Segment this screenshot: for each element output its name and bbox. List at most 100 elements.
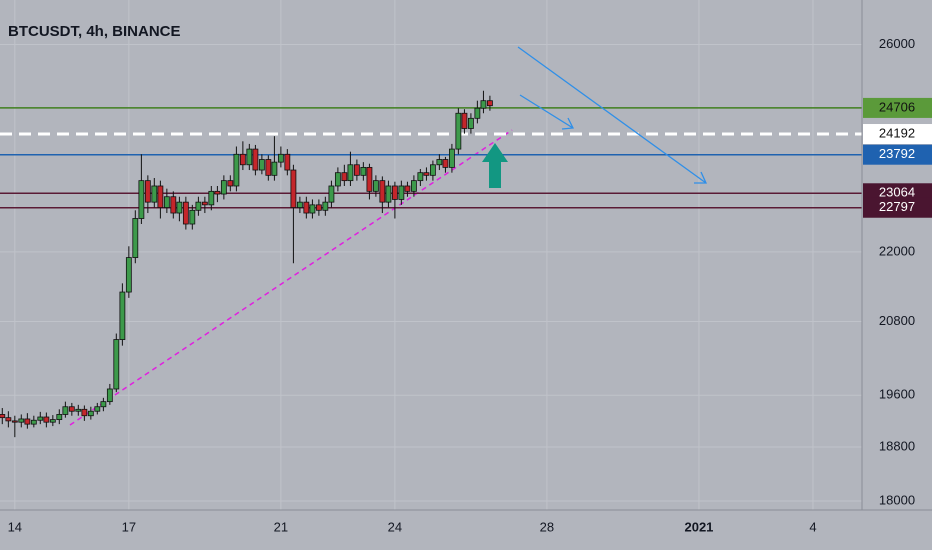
candle-body <box>455 112 462 150</box>
candle-body <box>449 148 455 168</box>
candle-body <box>372 180 379 192</box>
up-arrow <box>482 143 508 188</box>
candle-body <box>113 339 120 390</box>
candle-body <box>0 414 6 419</box>
level-label-box <box>863 97 932 118</box>
candle-body <box>195 201 202 211</box>
x-tick-label: 14 <box>8 519 22 534</box>
candle-body <box>334 172 341 187</box>
arrow-head <box>694 171 708 184</box>
candle-body <box>132 218 139 258</box>
candle-body <box>353 164 360 176</box>
candle-body <box>246 148 253 166</box>
candle-body <box>410 180 417 192</box>
candle-body <box>5 417 12 422</box>
arrow-line <box>519 94 574 129</box>
level-label: 23064 <box>879 185 915 200</box>
y-tick-label: 18800 <box>879 438 915 453</box>
candle-body <box>75 408 82 412</box>
candle-body <box>391 185 398 200</box>
candle-body <box>208 190 215 206</box>
candle-body <box>328 185 335 203</box>
candle-body <box>239 153 246 166</box>
candle-body <box>81 408 88 417</box>
candle-body <box>62 406 69 415</box>
candle-body <box>87 410 94 417</box>
candle-body <box>398 185 405 200</box>
candle-body <box>157 185 164 208</box>
candle-body <box>144 180 151 203</box>
candle-body <box>94 406 101 412</box>
candle-body <box>233 153 240 187</box>
candle-body <box>474 107 481 119</box>
candle-body <box>322 201 329 211</box>
x-tick-label: 21 <box>274 519 288 534</box>
level-label-box <box>863 197 932 218</box>
x-tick-label: 17 <box>122 519 136 534</box>
candle-body <box>125 257 132 293</box>
y-tick-label: 18000 <box>879 492 915 507</box>
candle-body <box>379 180 386 203</box>
candle-body <box>309 204 316 214</box>
candle-body <box>265 159 272 176</box>
candle-body <box>341 172 348 182</box>
level-label: 22797 <box>879 199 915 214</box>
x-tick-label: 28 <box>540 519 554 534</box>
y-tick-label: 20800 <box>879 313 915 328</box>
candle-body <box>49 419 56 423</box>
level-label-box <box>863 124 932 145</box>
candle-body <box>442 159 449 168</box>
trend-line <box>69 129 513 426</box>
candle-body <box>271 161 278 176</box>
candle-body <box>30 419 37 425</box>
y-tick-label: 26000 <box>879 36 915 51</box>
candle-body <box>11 420 18 423</box>
candle-body <box>68 406 75 412</box>
candle-body <box>258 159 265 171</box>
candle-body <box>303 201 310 214</box>
candle-body <box>163 196 170 208</box>
candle-body <box>360 166 367 176</box>
candle-body <box>315 204 322 211</box>
candle-body <box>18 418 25 423</box>
candle-body <box>182 201 189 225</box>
candle-body <box>220 180 227 195</box>
candle-body <box>170 196 177 214</box>
level-label-box <box>863 144 932 165</box>
chart-title: BTCUSDT, 4h, BINANCE <box>8 23 181 40</box>
level-label: 24706 <box>879 99 915 114</box>
x-tick-label: 4 <box>809 519 816 534</box>
candle-body <box>385 185 392 203</box>
candle-body <box>189 209 196 225</box>
candle-body <box>423 172 430 176</box>
candle-body <box>252 148 259 171</box>
x-tick-label: 2021 <box>684 519 713 534</box>
price-axis <box>862 0 932 550</box>
y-tick-label: 19600 <box>879 387 915 402</box>
arrow-head <box>561 117 575 130</box>
candle-body <box>436 159 443 166</box>
candle-body <box>106 388 113 403</box>
candle-body <box>176 201 183 214</box>
x-tick-label: 24 <box>388 519 402 534</box>
level-label: 23792 <box>879 146 915 161</box>
candle-body <box>347 164 354 182</box>
candle-body <box>430 164 436 176</box>
candle-body <box>277 153 284 163</box>
candle-body <box>56 414 63 420</box>
candle-body <box>404 185 411 192</box>
candle-body <box>119 291 126 340</box>
arrow-line <box>517 46 707 184</box>
candle-body <box>43 416 50 423</box>
candle-body <box>227 180 234 187</box>
candle-body <box>100 401 107 408</box>
candle-body <box>468 117 474 129</box>
candle-body <box>290 169 297 208</box>
candle-body <box>366 166 373 192</box>
candle-body <box>284 153 291 171</box>
candle-body <box>151 185 158 203</box>
y-tick-label: 22000 <box>879 243 915 258</box>
candle-body <box>296 201 303 208</box>
